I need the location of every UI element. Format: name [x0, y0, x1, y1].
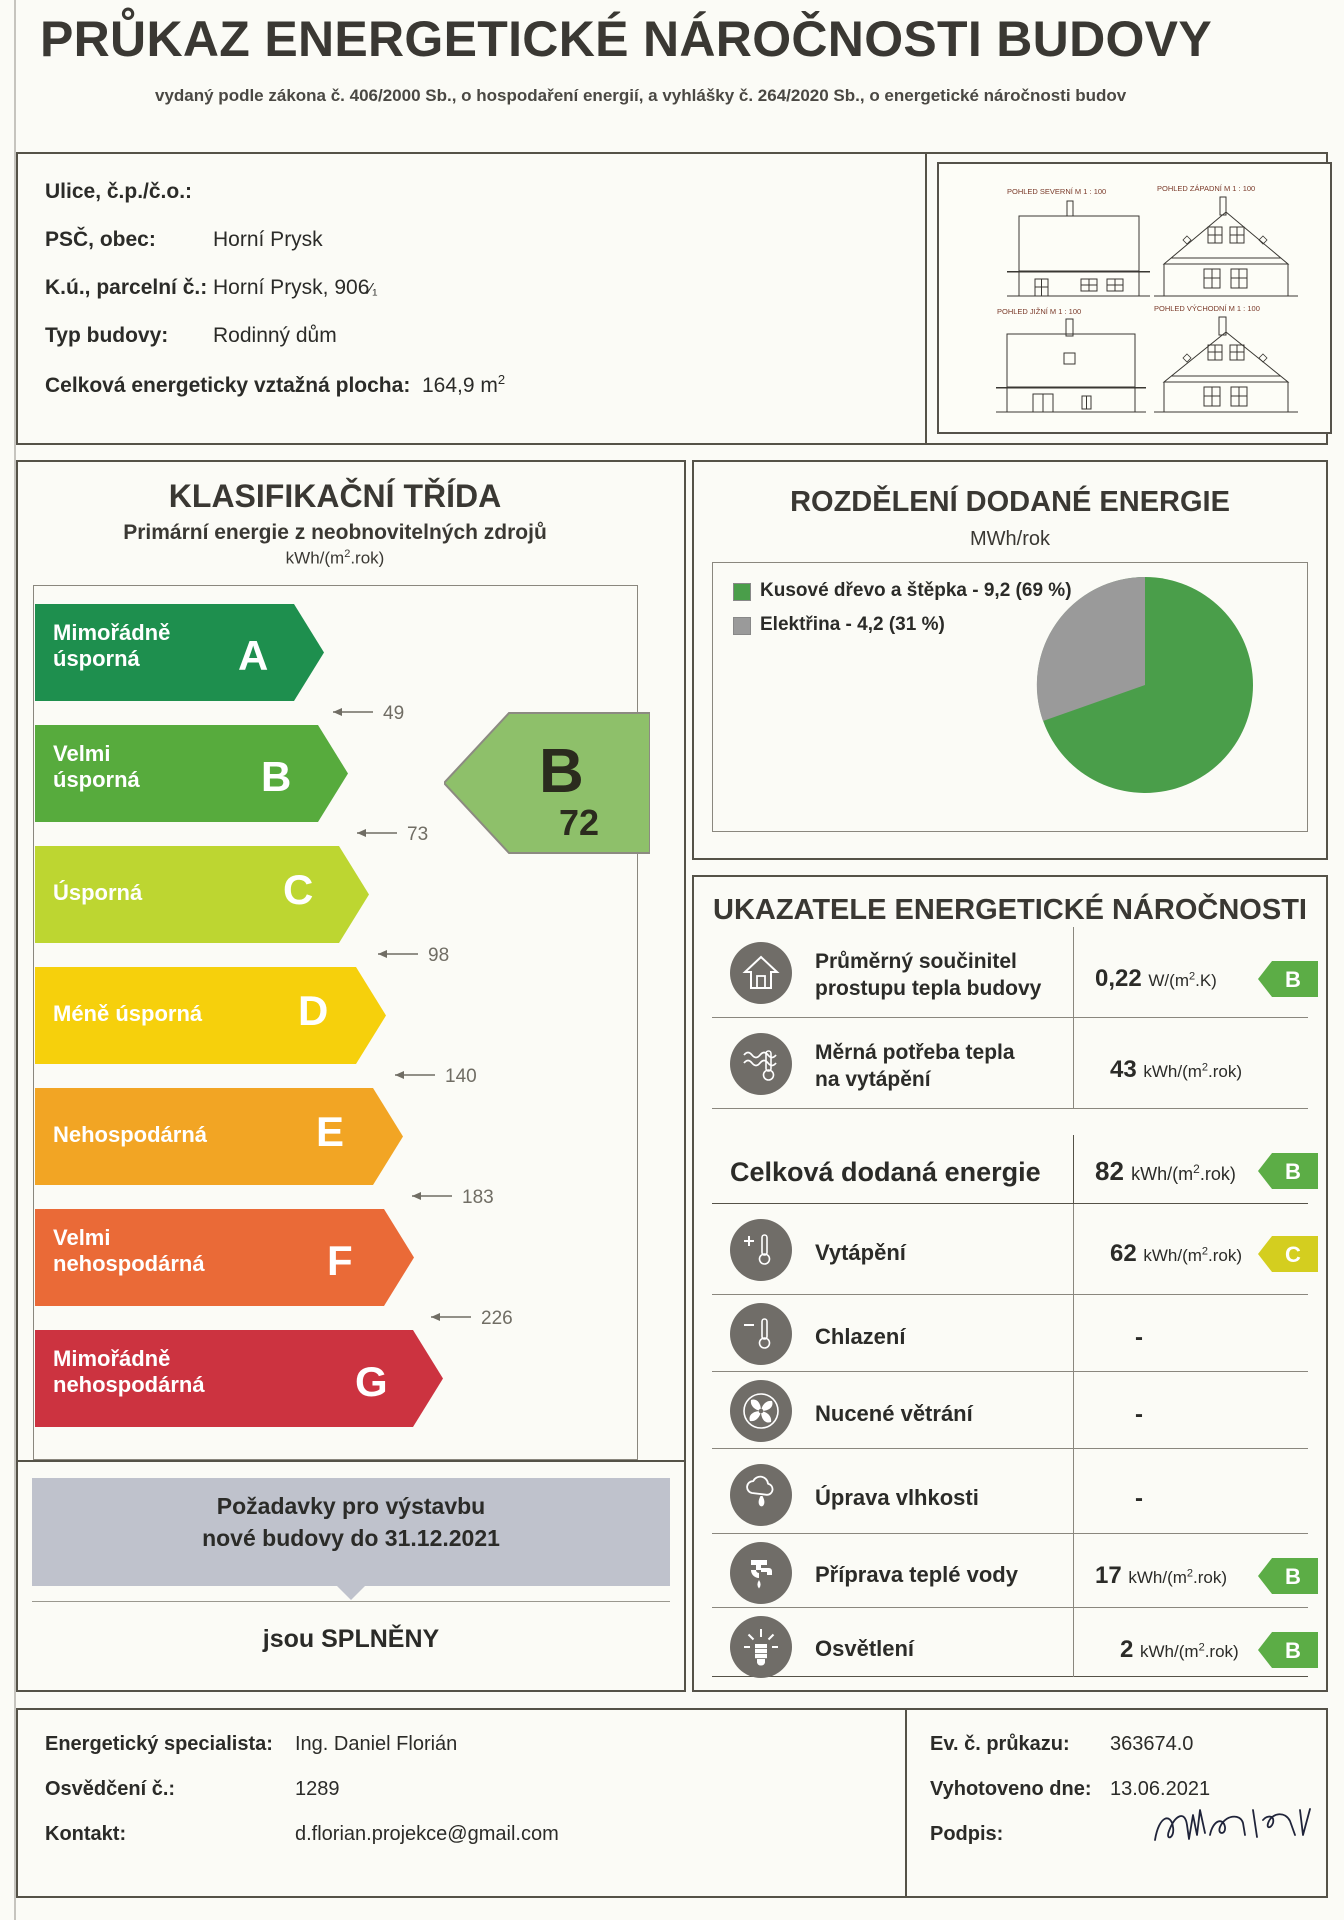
svg-text:nehospodárná: nehospodárná — [53, 1372, 205, 1397]
svg-text:183: 183 — [462, 1187, 494, 1208]
svg-text:49: 49 — [383, 703, 404, 724]
svg-text:73: 73 — [407, 824, 428, 845]
svg-text:B: B — [1285, 967, 1301, 992]
svg-text:G: G — [355, 1358, 388, 1405]
svg-text:B: B — [261, 753, 291, 800]
svg-text:Méně úsporná: Méně úsporná — [53, 1001, 203, 1026]
svg-text:úsporná: úsporná — [53, 767, 141, 792]
svg-text:Úsporná: Úsporná — [53, 880, 143, 905]
svg-text:C: C — [1285, 1242, 1301, 1267]
svg-text:POHLED VÝCHODNÍ M 1 : 100: POHLED VÝCHODNÍ M 1 : 100 — [1154, 304, 1260, 313]
svg-text:B: B — [1285, 1564, 1301, 1589]
svg-text:B: B — [1285, 1638, 1301, 1663]
svg-text:A: A — [238, 632, 268, 679]
svg-text:140: 140 — [445, 1066, 477, 1087]
svg-text:E: E — [316, 1108, 344, 1155]
svg-text:F: F — [327, 1237, 353, 1284]
svg-text:C: C — [283, 866, 313, 913]
svg-text:POHLED JIŽNÍ M 1 : 100: POHLED JIŽNÍ M 1 : 100 — [997, 307, 1081, 316]
svg-text:98: 98 — [428, 945, 449, 966]
svg-text:nehospodárná: nehospodárná — [53, 1251, 205, 1276]
svg-text:Velmi: Velmi — [53, 1225, 110, 1250]
svg-text:72: 72 — [559, 802, 599, 843]
svg-text:B: B — [1285, 1159, 1301, 1184]
svg-text:úsporná: úsporná — [53, 646, 141, 671]
svg-text:Nehospodárná: Nehospodárná — [53, 1122, 208, 1147]
svg-text:B: B — [539, 737, 584, 806]
svg-text:Mimořádně: Mimořádně — [53, 620, 170, 645]
svg-text:D: D — [298, 987, 328, 1034]
svg-text:Mimořádně: Mimořádně — [53, 1346, 170, 1371]
svg-text:226: 226 — [481, 1308, 513, 1329]
svg-text:POHLED SEVERNÍ M 1 : 100: POHLED SEVERNÍ M 1 : 100 — [1007, 187, 1106, 196]
svg-text:POHLED ZÁPADNÍ M 1 : 100: POHLED ZÁPADNÍ M 1 : 100 — [1157, 184, 1255, 193]
svg-text:Velmi: Velmi — [53, 741, 110, 766]
